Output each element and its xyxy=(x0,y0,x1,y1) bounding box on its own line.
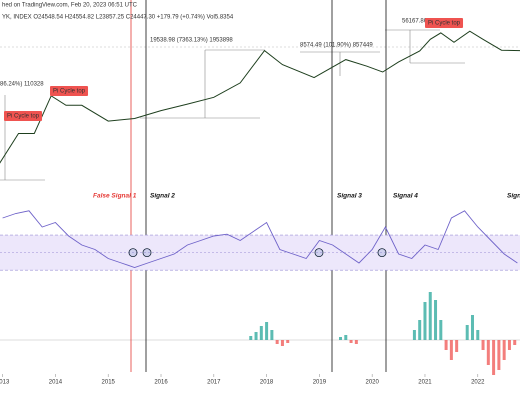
signal-circle xyxy=(377,248,387,258)
histogram-bar xyxy=(465,325,469,340)
histogram-bar xyxy=(502,340,506,360)
annotation: Pi Cycle top xyxy=(428,21,461,27)
histogram-bar xyxy=(497,340,501,370)
annotation: Pi Cycle top xyxy=(7,114,40,120)
histogram-bar xyxy=(481,340,485,350)
signal-label: Sign xyxy=(507,193,520,200)
x-tick-label: 2017 xyxy=(207,380,221,386)
annotation: Pi Cycle top xyxy=(53,89,86,95)
annotation: 86.24%) 110328 xyxy=(0,82,44,88)
histogram-bar xyxy=(449,340,453,360)
header-line: YK, INDEX O24548.54 H24554.82 L23857.25 … xyxy=(2,15,234,21)
x-tick-label: 2013 xyxy=(0,380,10,386)
x-tick-label: 2019 xyxy=(313,380,327,386)
histogram-bar xyxy=(280,340,284,346)
histogram-bar xyxy=(428,292,432,340)
signal-label: Signal 2 xyxy=(150,193,175,200)
x-tick-label: 2021 xyxy=(418,380,432,386)
histogram-bar xyxy=(470,315,474,340)
x-tick-label: 2016 xyxy=(154,380,168,386)
histogram-bar xyxy=(254,332,258,340)
histogram-bar xyxy=(339,337,343,340)
annotation: 19538.98 (7363.13%) 1953898 xyxy=(150,38,233,44)
histogram-bar xyxy=(507,340,511,350)
annotation-box xyxy=(425,18,464,28)
histogram-bar xyxy=(492,340,496,375)
histogram-bar xyxy=(444,340,448,350)
x-tick-label: 2020 xyxy=(366,380,380,386)
signal-label: Signal 4 xyxy=(393,193,418,200)
price-line xyxy=(0,30,520,164)
histogram-bar xyxy=(265,322,269,340)
histogram-bar xyxy=(434,300,438,340)
histogram-bar xyxy=(286,340,290,343)
x-tick-label: 2014 xyxy=(49,380,63,386)
signal-lines xyxy=(130,0,387,372)
histogram-bar xyxy=(344,335,348,340)
oscillator-line xyxy=(2,210,518,268)
histogram-bar xyxy=(275,340,279,344)
signal-circle xyxy=(314,248,324,258)
histogram-bar xyxy=(513,340,517,345)
x-tick-label: 2022 xyxy=(471,380,485,386)
signal-circle xyxy=(128,248,138,258)
histogram-bar xyxy=(249,336,253,340)
histogram-bar xyxy=(270,330,274,340)
histogram-bar xyxy=(418,320,422,340)
histogram-bar xyxy=(349,340,353,343)
histogram-bar xyxy=(439,320,443,340)
annotation-box xyxy=(4,111,43,121)
histogram-bar xyxy=(412,330,416,340)
histogram-bar xyxy=(354,340,358,344)
x-tick-label: 2015 xyxy=(102,380,116,386)
x-tick-label: 2018 xyxy=(260,380,274,386)
histogram-bar xyxy=(476,330,480,340)
histogram-bar xyxy=(259,326,263,340)
annotation: 8574.49 (101.90%) 857449 xyxy=(300,43,373,49)
signal-label: False Signal 1 xyxy=(93,193,137,200)
histogram-bar xyxy=(486,340,490,365)
histogram-bar xyxy=(455,340,459,352)
measurements xyxy=(0,29,520,181)
signal-label: Signal 3 xyxy=(337,193,362,200)
annotation-box xyxy=(50,86,89,96)
header-line: hed on TradingView.com, Feb 20, 2023 06:… xyxy=(2,3,138,9)
signal-circle xyxy=(142,248,152,258)
histogram-bar xyxy=(423,302,427,340)
